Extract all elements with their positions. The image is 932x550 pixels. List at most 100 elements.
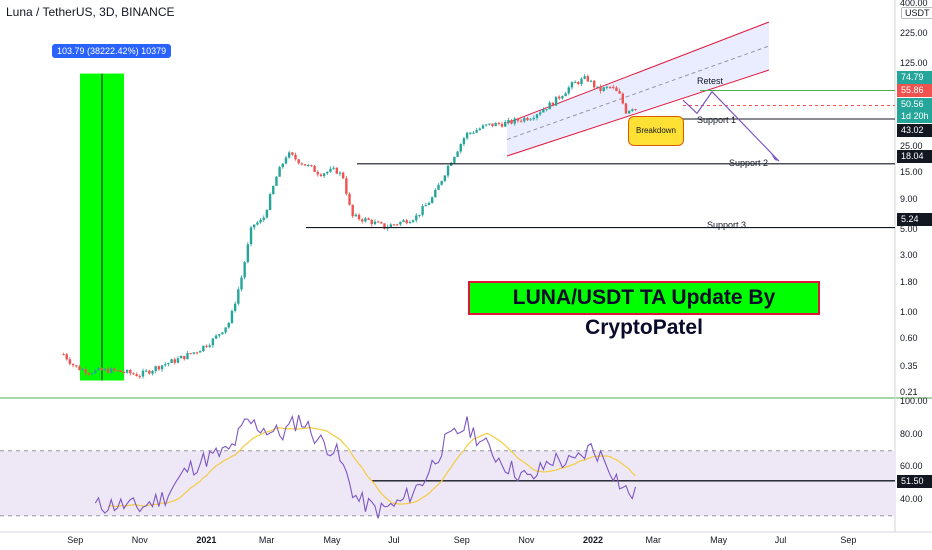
candle-body — [189, 353, 192, 355]
currency-badge[interactable]: USDT — [901, 7, 932, 19]
time-tick-label: May — [323, 535, 341, 545]
candle-body — [84, 369, 87, 374]
time-tick-label: 2021 — [196, 535, 217, 545]
candle-body — [90, 373, 94, 375]
rsi-current-tag: 51.50 — [897, 474, 932, 488]
measure-tool — [80, 73, 124, 381]
candle-body — [329, 168, 332, 172]
candle-body — [116, 370, 119, 372]
price-tag: 18.04 — [897, 150, 932, 163]
price-tag: 1d 20h — [897, 110, 932, 123]
candle-body — [532, 117, 536, 120]
candle-body — [287, 152, 291, 158]
candle-body — [627, 110, 631, 114]
candle-body — [154, 366, 157, 371]
candle-body — [75, 365, 78, 367]
candle-body — [389, 224, 393, 228]
candle-body — [278, 167, 281, 177]
candle-body — [281, 163, 284, 168]
candle-body — [605, 86, 609, 88]
price-tick-label: 0.21 — [900, 387, 918, 398]
time-tick-label: 2022 — [583, 535, 604, 545]
candle-body — [135, 374, 138, 377]
candle-body — [211, 338, 215, 346]
candle-body — [443, 175, 447, 181]
candle-body — [583, 76, 586, 79]
ta-title-box: LUNA/USDT TA Update By CryptoPatel — [468, 281, 820, 339]
candle-body — [376, 221, 380, 223]
price-tick-label: 400.00 — [900, 0, 928, 8]
candle-body — [424, 205, 427, 207]
candle-body — [538, 112, 542, 115]
candle-body — [319, 174, 323, 177]
candle-body — [233, 303, 237, 311]
rsi-line — [94, 414, 637, 519]
candle-body — [326, 171, 329, 174]
candle-body — [97, 368, 100, 371]
rsi-tick-label: 40.00 — [900, 493, 923, 504]
candle-body — [488, 123, 491, 125]
candle-body — [624, 103, 628, 114]
candle-body — [265, 209, 269, 218]
candle-body — [71, 363, 75, 366]
candle-body — [612, 86, 615, 88]
candle-body — [87, 373, 91, 375]
candle-body — [367, 218, 370, 220]
candle-body — [322, 173, 326, 177]
candle-body — [523, 117, 526, 122]
time-tick-label: Mar — [258, 535, 275, 545]
candle-body — [249, 227, 253, 245]
candle-body — [291, 152, 294, 155]
candle-body — [167, 362, 170, 365]
candle-body — [164, 364, 167, 366]
candle-body — [141, 370, 145, 377]
candle-body — [256, 222, 259, 225]
candle-body — [303, 164, 307, 166]
candle-body — [510, 119, 513, 124]
candle-body — [81, 369, 84, 371]
candle-body — [415, 215, 418, 221]
candle-body — [110, 368, 113, 373]
candle-body — [354, 214, 358, 217]
candle-body — [484, 124, 488, 126]
price-tag: 5.24 — [897, 213, 932, 226]
candle-body — [106, 368, 110, 373]
support2-label: Support 2 — [729, 158, 769, 168]
candle-body — [348, 193, 351, 205]
candle-body — [103, 368, 107, 371]
candle-body — [405, 220, 408, 224]
candle-body — [205, 345, 208, 347]
time-tick-label: Jul — [774, 535, 787, 545]
candle-body — [262, 217, 265, 220]
candle-body — [589, 80, 593, 82]
candle-body — [570, 82, 574, 88]
candle-body — [599, 86, 602, 91]
candle-body — [198, 350, 202, 353]
candle-body — [408, 221, 412, 224]
candle-body — [373, 221, 377, 225]
candle-body — [437, 184, 440, 190]
candle-body — [345, 178, 348, 194]
candle-body — [272, 185, 275, 195]
candle-body — [481, 125, 485, 129]
candle-body — [513, 118, 516, 124]
candle-body — [148, 370, 151, 374]
candle-body — [469, 132, 472, 134]
candle-body — [459, 144, 462, 152]
candle-body — [421, 206, 424, 215]
candle-body — [634, 109, 637, 111]
candle-body — [125, 369, 129, 373]
candle-body — [573, 81, 577, 83]
candle-body — [240, 277, 243, 290]
candle-body — [160, 365, 164, 370]
candle-body — [427, 202, 431, 206]
candle-body — [364, 218, 367, 222]
candle-body — [519, 120, 523, 122]
candle-body — [332, 167, 335, 169]
candle-body — [618, 91, 621, 94]
measure-label: 103.79 (38222.42%) 10379 — [52, 44, 172, 58]
candle-body — [275, 176, 278, 186]
candle-body — [430, 197, 434, 203]
candle-body — [65, 354, 68, 360]
